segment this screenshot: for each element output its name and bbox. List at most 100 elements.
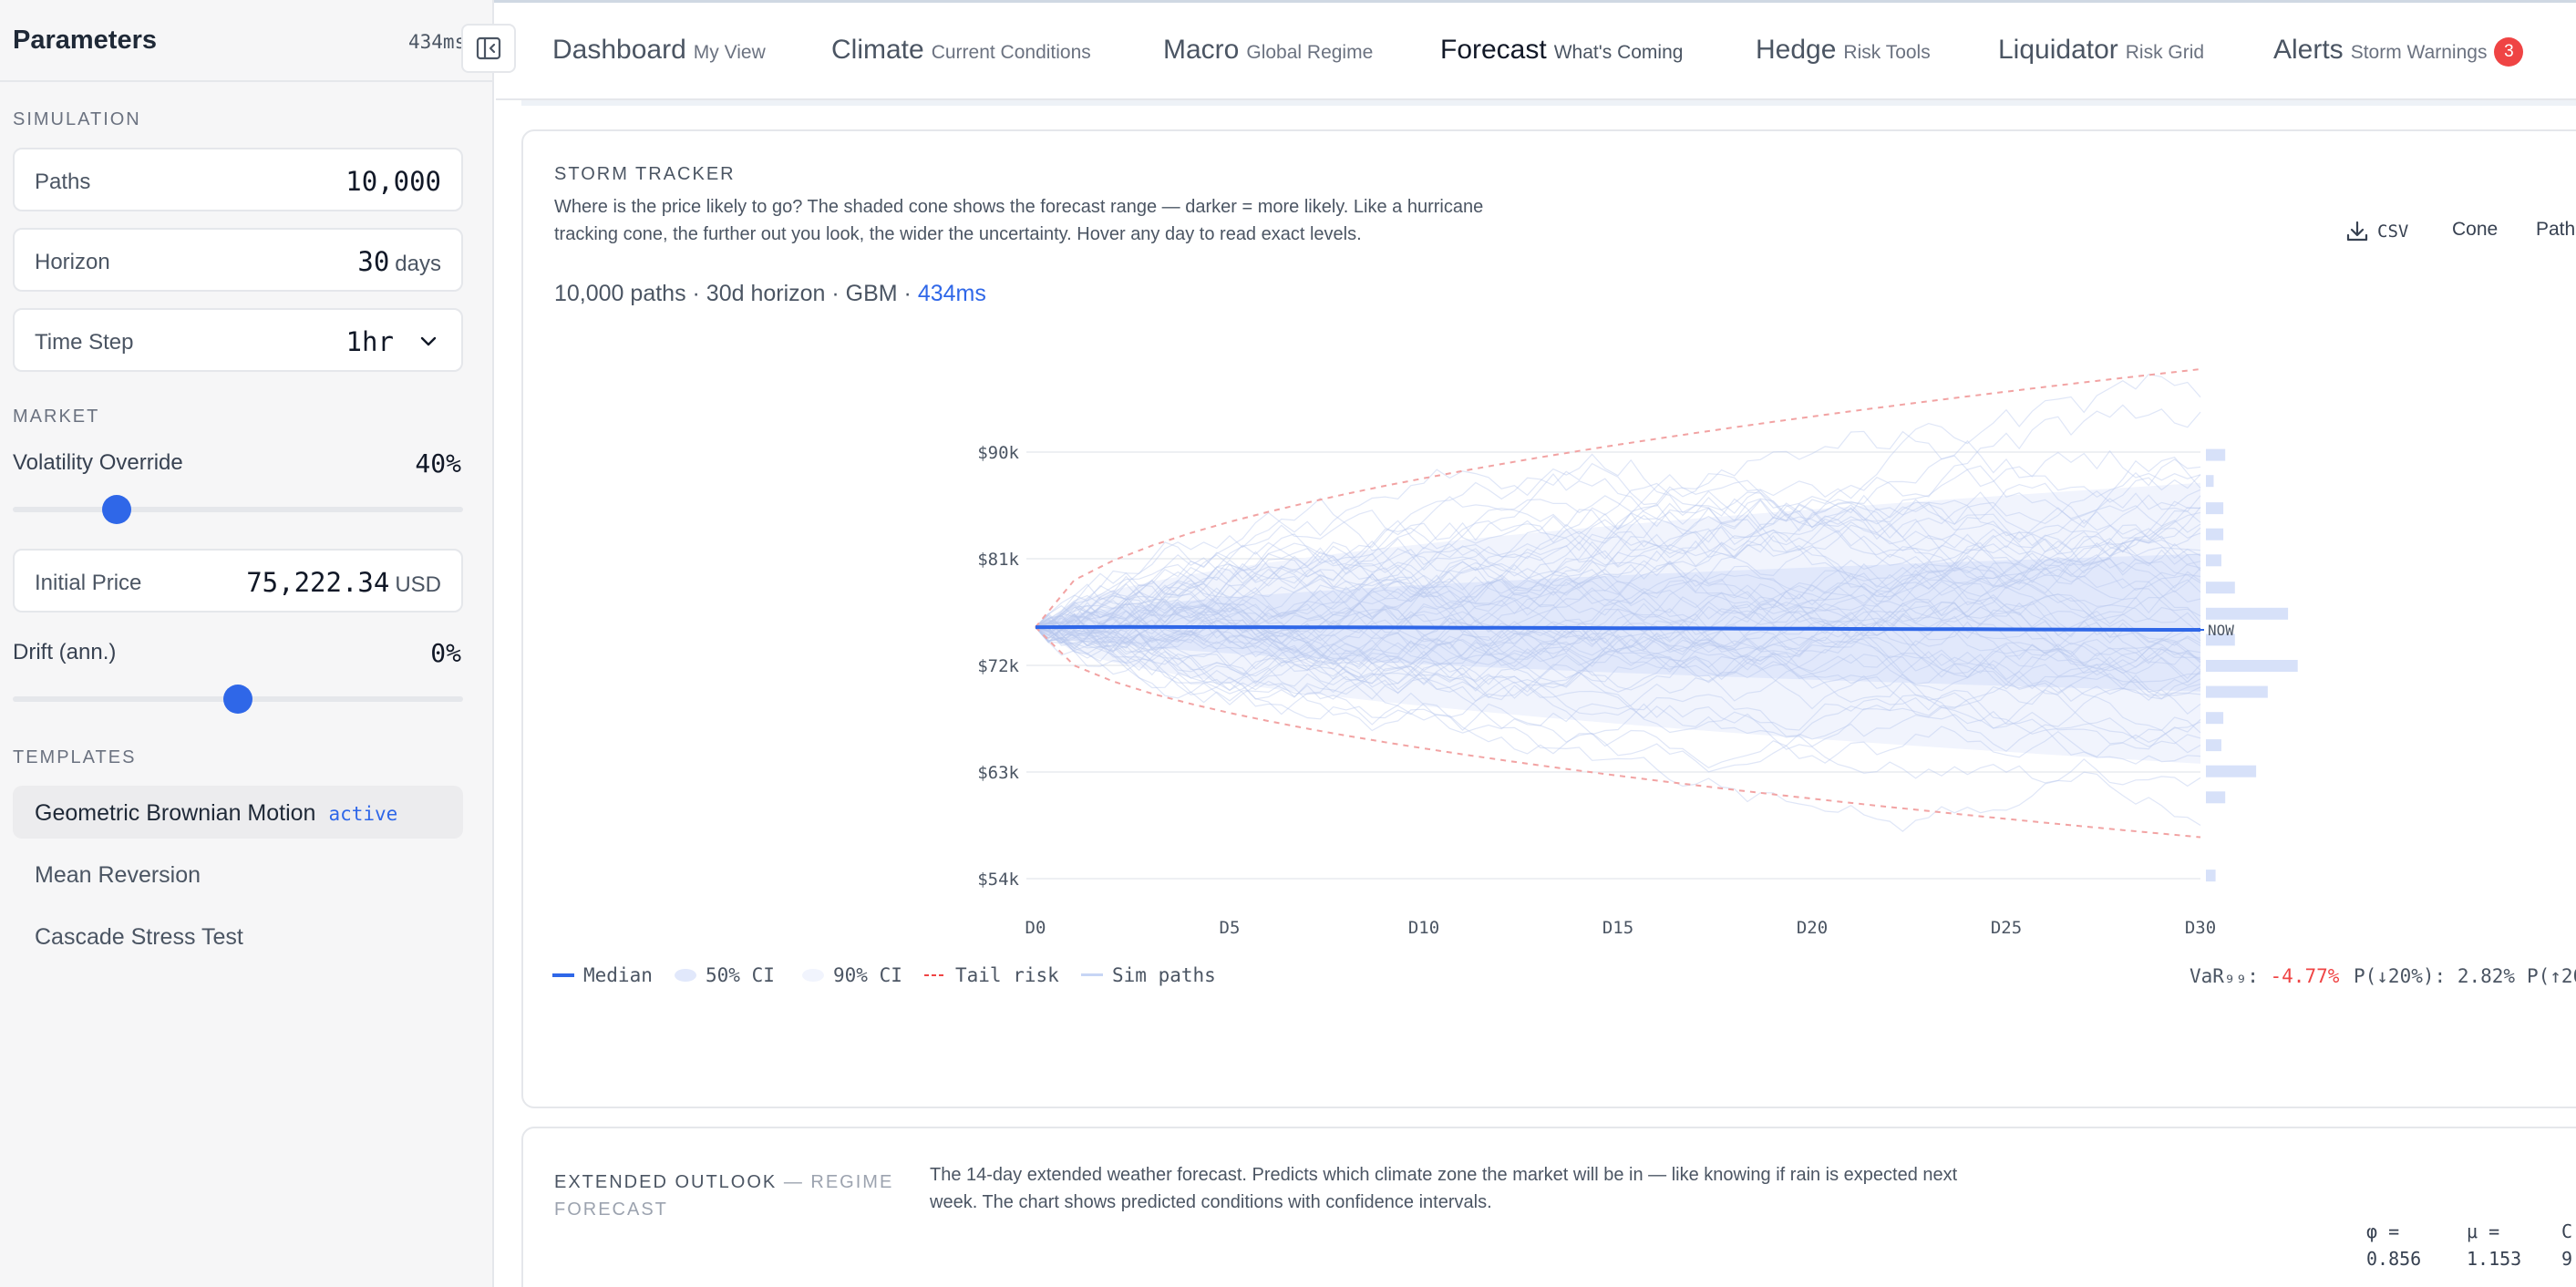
legend-ci90: 90% CI	[802, 964, 902, 986]
paths-toggle[interactable]: Paths	[2536, 219, 2576, 241]
sim-path	[1035, 541, 2201, 636]
csv-label: CSV	[2377, 221, 2409, 242]
tab-climate[interactable]: Climate Current Conditions	[831, 35, 1091, 66]
volatility-value: 40%	[415, 448, 461, 479]
template-gbm-label: Geometric Brownian Motion active	[35, 800, 397, 827]
y-tick-label: $72k	[977, 656, 1019, 676]
time-step-value-group[interactable]: 1hr	[346, 326, 438, 358]
histogram-bar	[2206, 791, 2226, 804]
histogram-bar	[2206, 712, 2224, 725]
param-c-value: 9	[2561, 1248, 2573, 1270]
sim-path	[1035, 508, 2201, 628]
sim-path	[1035, 505, 2201, 628]
median-line	[1035, 624, 2200, 632]
tab-macro[interactable]: Macro Global Regime	[1163, 35, 1373, 66]
legend-ci50-swatch	[675, 969, 696, 982]
sim-path	[1035, 373, 2201, 651]
volatility-slider-handle[interactable]	[101, 495, 131, 524]
sim-path	[1035, 503, 2201, 639]
histogram-bar	[2206, 660, 2298, 672]
x-tick-label: D25	[1991, 918, 2022, 938]
window-top-edge	[0, 0, 2576, 3]
histogram-bar	[2206, 633, 2235, 646]
active-badge: active	[328, 803, 398, 825]
histogram-bar	[2206, 685, 2268, 698]
initial-price-value-group[interactable]: 75,222.34 USD	[246, 567, 441, 599]
sim-path	[1035, 499, 2201, 628]
y-tick-label: $63k	[977, 763, 1019, 783]
template-gbm[interactable]: Geometric Brownian Motion active	[13, 786, 463, 839]
tab-macro-label: Macro	[1163, 35, 1240, 65]
x-tick-label: D0	[1025, 918, 1046, 938]
tab-alerts-label: Alerts	[2273, 35, 2344, 65]
pup20-label: P(↑20	[2527, 965, 2576, 987]
extended-outlook-panel: EXTENDED OUTLOOK — REGIME FORECAST The 1…	[521, 1127, 2576, 1287]
cone-toggle[interactable]: Cone	[2452, 219, 2498, 241]
collapse-sidebar-button[interactable]	[461, 24, 516, 73]
volatility-label: Volatility Override	[13, 450, 183, 475]
compute-time: 434ms	[408, 31, 467, 53]
initial-price-field[interactable]: Initial Price 75,222.34 USD	[13, 549, 463, 613]
template-mean-reversion[interactable]: Mean Reversion	[13, 848, 463, 901]
paths-value[interactable]: 10,000	[345, 166, 441, 197]
sim-path	[1035, 610, 2201, 765]
template-mean-reversion-label: Mean Reversion	[35, 862, 201, 888]
sim-path	[1035, 584, 2201, 670]
sim-path	[1035, 453, 2201, 628]
time-step-select[interactable]: Time Step 1hr	[13, 308, 463, 372]
cone-label: Cone	[2452, 219, 2499, 240]
horizon-field[interactable]: Horizon 30 days	[13, 228, 463, 292]
initial-price-label: Initial Price	[35, 571, 142, 595]
ci50-band	[1036, 553, 2200, 692]
volatility-slider[interactable]	[13, 495, 463, 524]
sim-path	[1035, 404, 2201, 654]
tab-forecast[interactable]: Forecast What's Coming	[1440, 35, 1683, 66]
legend-tail-risk: Tail risk	[924, 964, 1059, 986]
sim-path	[1035, 473, 2201, 649]
histogram-bar	[2206, 870, 2216, 882]
sim-path	[1035, 510, 2201, 651]
param-mu: μ = 1.153	[2467, 1218, 2521, 1272]
paths-field[interactable]: Paths 10,000	[13, 148, 463, 211]
tab-alerts[interactable]: Alerts Storm Warnings 3	[2273, 35, 2524, 67]
legend-sim-swatch	[1081, 973, 1103, 976]
template-gbm-name: Geometric Brownian Motion	[35, 800, 316, 826]
storm-tracker-chart[interactable]: $90k $81k $72k $63k $54k D0 D5 D10 D15 D20 D25 D30…	[0, 0, 2576, 1021]
histogram-bar	[2206, 607, 2289, 620]
template-cascade-stress[interactable]: Cascade Stress Test	[13, 910, 463, 963]
tab-forecast-label: Forecast	[1440, 35, 1547, 65]
param-mu-value: 1.153	[2467, 1248, 2522, 1270]
sim-path	[1035, 613, 2201, 729]
drift-slider-handle[interactable]	[223, 685, 252, 714]
tab-dashboard[interactable]: Dashboard My View	[552, 35, 766, 66]
sidebar-header: Parameters 434ms	[0, 0, 492, 82]
sim-path	[1035, 594, 2201, 701]
param-phi-value: 0.856	[2366, 1248, 2422, 1270]
tab-liquidator[interactable]: Liquidator Risk Grid	[1998, 35, 2204, 66]
tab-hedge-sub: Risk Tools	[1843, 42, 1931, 63]
sim-path	[1035, 602, 2201, 718]
sim-path	[1035, 558, 2201, 670]
histogram-bar	[2206, 475, 2214, 488]
meta-ms: 434ms	[917, 281, 986, 306]
now-label: NOW	[2208, 622, 2234, 639]
sim-path	[1035, 626, 2201, 773]
extended-outlook-sub: — REGIME FORECAST	[554, 1172, 894, 1220]
sim-path	[1035, 507, 2201, 655]
tab-hedge[interactable]: Hedge Risk Tools	[1756, 35, 1931, 66]
sim-path	[1035, 553, 2201, 664]
sim-path	[1035, 626, 2201, 832]
csv-download-button[interactable]: CSV	[2344, 219, 2408, 244]
sim-path	[1035, 503, 2201, 655]
storm-tracker-meta: 10,000 paths · 30d horizon · GBM · 434ms	[554, 281, 986, 307]
tab-macro-sub: Global Regime	[1246, 42, 1374, 63]
horizon-value-group[interactable]: 30 days	[357, 246, 441, 278]
sim-path	[1035, 479, 2201, 636]
tab-climate-label: Climate	[831, 35, 924, 65]
drift-slider[interactable]	[13, 685, 463, 714]
param-phi: φ = 0.856	[2366, 1218, 2421, 1272]
histogram-bar	[2206, 739, 2221, 752]
paths-toggle-label: Paths	[2536, 219, 2576, 240]
sim-path	[1035, 430, 2201, 629]
